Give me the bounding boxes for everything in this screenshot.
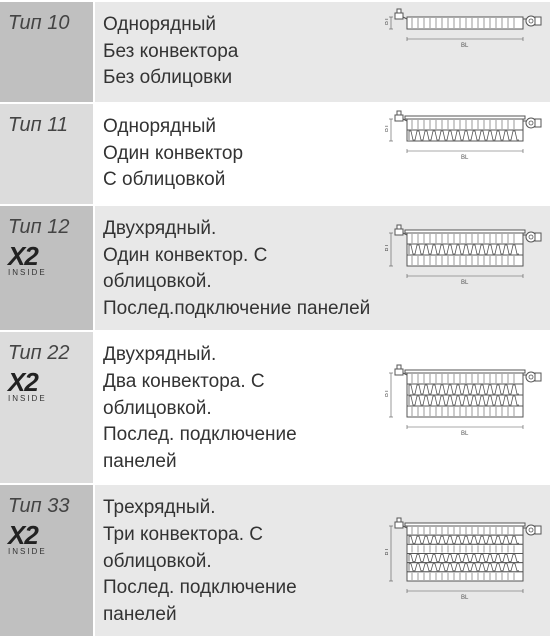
type-label: Тип 12 [8, 216, 69, 239]
description-line: Однорядный [103, 114, 372, 141]
description-cell: Двухрядный.Один конвектор. С облицовкой.… [95, 206, 380, 330]
description-line: Двухрядный. [103, 216, 372, 243]
table-row: Тип 22 X2INSIDE Двухрядный.Два конвектора.… [0, 330, 550, 483]
inside-label: INSIDE [8, 268, 47, 277]
description-cell: Двухрядный.Два конвектора. С облицовкой.… [95, 332, 380, 483]
type-label: Тип 10 [8, 12, 69, 35]
diagram-cell: BT BL [380, 206, 550, 330]
description-cell: ОднорядныйОдин конвекторС облицовкой [95, 104, 380, 204]
type-label: Тип 33 [8, 495, 69, 518]
description-line: Один конвектор [103, 141, 372, 168]
type-cell: Тип 10 [0, 2, 95, 102]
description-line: Двухрядный. [103, 342, 372, 369]
description-cell: Трехрядный.Три конвектора. С облицовкой.… [95, 485, 380, 636]
type-label: Тип 22 [8, 342, 69, 365]
diagram-cell: BT BL [380, 2, 550, 102]
description-line: Без облицовки [103, 65, 372, 92]
description-line: Один конвектор. С облицовкой. [103, 243, 372, 296]
svg-text:BT: BT [385, 124, 390, 132]
table-row: Тип 12 X2INSIDE Двухрядный.Один конвектор.… [0, 204, 550, 330]
svg-text:BL: BL [461, 155, 469, 161]
description-line: Послед. подключение панелей [103, 575, 372, 628]
svg-text:BT: BT [385, 244, 390, 252]
description-line: Без конвектора [103, 39, 372, 66]
diagram-cell: BT BL [380, 485, 550, 636]
table-row: Тип 33 X2INSIDE Трехрядный.Три конвектора.… [0, 483, 550, 636]
radiator-type-table: Тип 10ОднорядныйБез конвектораБез облицо… [0, 0, 550, 636]
svg-text:BL: BL [461, 595, 469, 601]
x2-badge: X2 [8, 245, 38, 267]
type-label: Тип 11 [8, 114, 68, 137]
svg-text:BL: BL [461, 280, 469, 286]
svg-text:BL: BL [461, 43, 469, 49]
x2-badge: X2 [8, 371, 38, 393]
type-cell: Тип 33 X2INSIDE [0, 485, 95, 636]
x2-badge: X2 [8, 524, 38, 546]
inside-label: INSIDE [8, 394, 47, 403]
svg-text:BL: BL [461, 431, 469, 437]
type-cell: Тип 22 X2INSIDE [0, 332, 95, 483]
description-line: С облицовкой [103, 167, 372, 194]
description-line: Трехрядный. [103, 495, 372, 522]
description-line: Послед.подключение панелей [103, 296, 372, 323]
description-line: Послед. подключение панелей [103, 422, 372, 475]
description-line: Три конвектора. С облицовкой. [103, 522, 372, 575]
diagram-cell: BT BL [380, 104, 550, 204]
type-cell: Тип 11 [0, 104, 95, 204]
type-cell: Тип 12 X2INSIDE [0, 206, 95, 330]
description-line: Два конвектора. С облицовкой. [103, 369, 372, 422]
description-line: Однорядный [103, 12, 372, 39]
svg-text:BT: BT [385, 17, 390, 25]
svg-text:BT: BT [385, 547, 390, 555]
description-cell: ОднорядныйБез конвектораБез облицовки [95, 2, 380, 102]
table-row: Тип 11 ОднорядныйОдин конвекторС облицовк… [0, 102, 550, 204]
table-row: Тип 10 ОднорядныйБез конвектораБез облицо… [0, 0, 550, 102]
svg-text:BT: BT [385, 389, 390, 397]
inside-label: INSIDE [8, 547, 47, 556]
diagram-cell: BT BL [380, 332, 550, 483]
